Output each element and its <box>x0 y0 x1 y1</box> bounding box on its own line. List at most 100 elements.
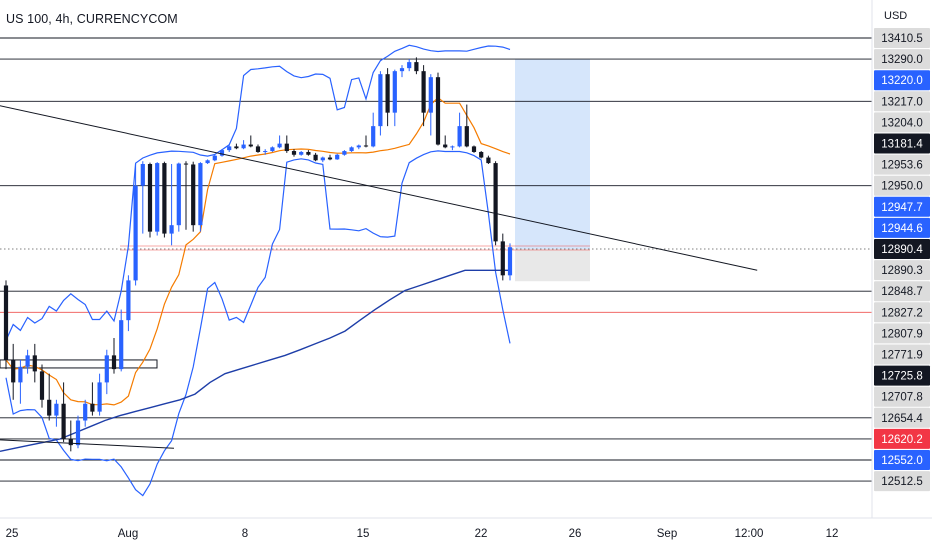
candle-body-57 <box>414 62 419 72</box>
price-tag-14: 12807.9 <box>874 323 930 344</box>
price-tag-9: 12944.6 <box>874 217 930 238</box>
price-tag-text-6: 12953.6 <box>881 160 923 172</box>
ma200-line <box>0 269 510 452</box>
horizontal-levels <box>0 37 872 482</box>
price-tag-12: 12848.7 <box>874 281 930 302</box>
bollinger-lower <box>5 150 511 497</box>
candle-body-22 <box>162 163 167 234</box>
candle-body-48 <box>349 147 354 152</box>
candle-body-12 <box>90 403 95 412</box>
price-tag-0: 13410.5 <box>874 28 930 48</box>
candles <box>3 57 513 452</box>
price-tag-text-14: 12807.9 <box>881 328 923 340</box>
price-tag-text-10: 12890.4 <box>881 244 923 256</box>
candle-body-38 <box>277 143 282 148</box>
candle-body-67 <box>486 157 491 164</box>
candle-body-26 <box>191 164 196 226</box>
candle-body-44 <box>320 157 325 161</box>
candle-body-4 <box>32 355 37 372</box>
price-tag-11: 12890.3 <box>874 260 930 281</box>
candle-body-63 <box>457 126 462 147</box>
candle-body-15 <box>111 355 117 370</box>
price-tag-bg-18 <box>874 407 930 428</box>
candle-body-53 <box>385 74 390 113</box>
candle-body-40 <box>291 151 297 155</box>
candle-body-7 <box>54 403 59 416</box>
price-tag-bg-0 <box>874 28 930 48</box>
candle-body-60 <box>435 77 441 145</box>
candle-body-17 <box>126 280 131 321</box>
candle-body-18 <box>133 185 138 281</box>
candle-body-13 <box>97 382 102 412</box>
price-tag-text-9: 12944.6 <box>881 223 923 235</box>
price-tag-text-0: 13410.5 <box>881 33 923 45</box>
candle-body-16 <box>119 320 124 370</box>
time-axis[interactable]: 25 Aug 8 15 22 26 Sep 12:00 12 <box>0 517 932 540</box>
candle-body-20 <box>147 164 153 232</box>
candle-body-21 <box>155 163 160 232</box>
price-axis[interactable]: 13410.5 13290.0 13220.0 13217.0 13204.0 13181… <box>871 0 932 518</box>
time-tick-5: 26 <box>569 528 582 540</box>
price-tag-text-20: 12552.0 <box>881 455 923 467</box>
price-tag-2: 13220.0 <box>874 70 930 91</box>
price-tag-bg-10 <box>874 239 930 259</box>
price-tag-bg-5 <box>874 133 930 154</box>
candle-body-41 <box>299 151 304 155</box>
price-tag-20: 12552.0 <box>874 450 930 470</box>
price-tag-text-15: 12771.9 <box>881 350 923 362</box>
candle-body-14 <box>104 355 109 383</box>
price-tag-bg-21 <box>874 471 930 492</box>
candle-body-55 <box>399 68 405 72</box>
price-tag-bg-6 <box>874 154 930 175</box>
price-tag-6: 12953.6 <box>874 154 930 175</box>
price-tag-bg-12 <box>874 281 930 302</box>
candle-body-43 <box>313 154 318 161</box>
candle-body-29 <box>212 155 217 161</box>
candle-body-33 <box>241 144 246 149</box>
price-tag-15: 12771.9 <box>874 344 930 365</box>
price-tag-text-3: 13217.0 <box>881 96 923 108</box>
candle-body-64 <box>464 126 469 147</box>
background-layer <box>0 59 872 282</box>
candle-body-11 <box>83 403 88 421</box>
price-tag-4: 13204.0 <box>874 112 930 133</box>
candle-body-62 <box>450 146 455 148</box>
bollinger-upper <box>5 44 511 341</box>
price-tag-7: 12950.0 <box>874 175 930 196</box>
candle-body-58 <box>421 71 426 113</box>
price-tag-text-5: 13181.4 <box>881 139 923 151</box>
candle-body-46 <box>335 154 340 160</box>
price-tag-bg-19 <box>874 428 930 449</box>
price-tag-bg-13 <box>874 302 930 323</box>
price-tag-bg-16 <box>874 365 930 386</box>
projection-stop-zone <box>515 249 590 282</box>
price-tag-text-13: 12827.2 <box>881 307 923 319</box>
candle-body-61 <box>443 144 448 148</box>
candle-body-32 <box>234 146 239 149</box>
range-box <box>0 359 158 369</box>
candle-body-37 <box>270 147 275 152</box>
price-tag-text-18: 12654.4 <box>881 413 923 425</box>
candle-body-24 <box>176 163 181 226</box>
candle-body-31 <box>227 146 232 151</box>
candle-body-1 <box>11 359 16 383</box>
price-tag-16: 12725.8 <box>874 365 930 386</box>
price-tag-bg-2 <box>874 70 930 91</box>
candle-body-59 <box>428 77 433 113</box>
time-tick-2: 8 <box>242 528 248 540</box>
candle-body-51 <box>371 126 376 147</box>
symbol-title: US 100, 4h, CURRENCYCOM <box>6 12 178 26</box>
time-tick-7: 12:00 <box>735 528 764 540</box>
price-tag-17: 12707.8 <box>874 386 930 407</box>
candle-body-5 <box>39 371 45 400</box>
price-tag-19: 12620.2 <box>874 428 930 449</box>
candle-body-47 <box>342 151 347 155</box>
candle-body-66 <box>479 151 484 158</box>
price-tag-text-4: 13204.0 <box>881 117 923 129</box>
candle-body-49 <box>356 145 361 148</box>
candle-body-3 <box>25 355 30 367</box>
price-tag-text-8: 12947.7 <box>881 202 923 214</box>
candle-body-70 <box>507 247 513 276</box>
candle-body-68 <box>493 163 498 242</box>
